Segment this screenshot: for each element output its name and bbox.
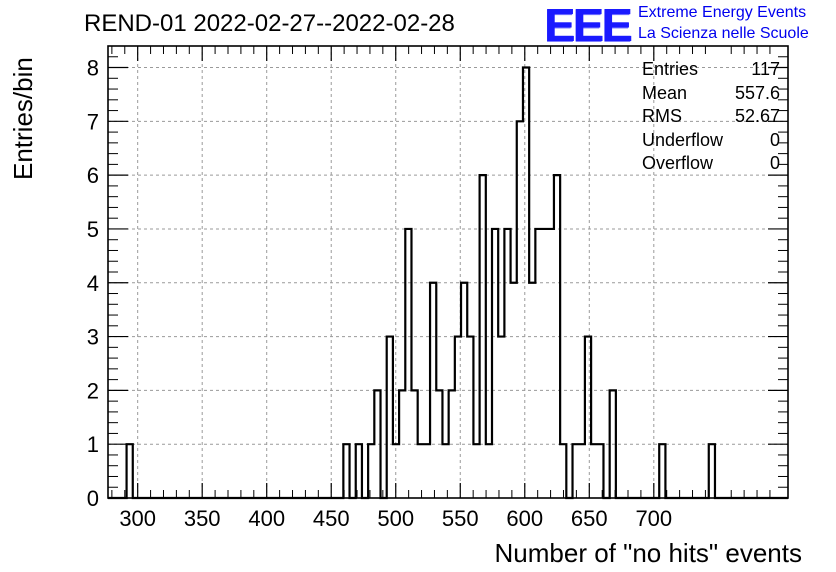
y-tick-label: 3 bbox=[87, 325, 99, 350]
x-tick-label: 450 bbox=[313, 506, 350, 531]
x-tick-label: 500 bbox=[377, 506, 414, 531]
stats-value: 0 bbox=[769, 153, 780, 173]
logo-line-1: Extreme Energy Events bbox=[638, 4, 807, 21]
x-tick-label: 550 bbox=[442, 506, 479, 531]
y-tick-label: 2 bbox=[87, 378, 99, 403]
stats-row-rms: RMS 52.67 bbox=[642, 105, 780, 129]
y-tick-label: 1 bbox=[87, 432, 99, 457]
y-tick-label: 4 bbox=[87, 271, 99, 296]
x-tick-label: 300 bbox=[119, 506, 156, 531]
eee-logo: EEE bbox=[544, 0, 632, 51]
y-axis-label: Entries/bin bbox=[8, 57, 38, 180]
stats-label: RMS bbox=[642, 106, 682, 126]
stats-value: 52.67 bbox=[734, 106, 780, 126]
x-tick-label: 700 bbox=[635, 506, 672, 531]
stats-label: Entries bbox=[642, 59, 699, 79]
stats-label: Overflow bbox=[642, 153, 714, 173]
plot-frame bbox=[107, 45, 789, 499]
y-tick-label: 6 bbox=[87, 163, 99, 188]
stats-box: Entries 117 Mean 557.6 RMS 52.67 Underfl… bbox=[642, 58, 780, 176]
x-tick-label: 600 bbox=[506, 506, 543, 531]
y-tick-label: 0 bbox=[87, 486, 99, 511]
stats-row-overflow: Overflow 0 bbox=[642, 152, 780, 176]
y-tick-label: 7 bbox=[87, 109, 99, 134]
y-axis-tick-labels: 0 1 2 3 4 5 6 7 8 bbox=[87, 56, 99, 511]
stats-row-underflow: Underflow 0 bbox=[642, 129, 780, 153]
stats-label: Underflow bbox=[642, 129, 724, 150]
x-axis-tick-labels: 300 350 400 450 500 550 600 650 700 bbox=[119, 506, 672, 531]
x-tick-label: 650 bbox=[571, 506, 608, 531]
y-axis-ticks bbox=[108, 56, 788, 499]
x-tick-label: 400 bbox=[248, 506, 285, 531]
x-axis-ticks bbox=[111, 46, 771, 498]
logo-line-2: La Scienza nelle Scuole bbox=[638, 25, 809, 42]
stats-row-entries: Entries 117 bbox=[642, 58, 780, 82]
x-tick-label: 350 bbox=[184, 506, 221, 531]
y-tick-label: 8 bbox=[87, 56, 99, 81]
stats-value: 117 bbox=[751, 59, 780, 79]
x-axis-label: Number of "no hits" events bbox=[494, 538, 803, 568]
stats-row-mean: Mean 557.6 bbox=[642, 82, 780, 106]
stats-label: Mean bbox=[642, 82, 688, 103]
chart-title: REND-01 2022-02-27--2022-02-28 bbox=[84, 10, 455, 37]
y-tick-label: 5 bbox=[87, 217, 99, 242]
grid-lines bbox=[108, 46, 788, 498]
stats-value: 0 bbox=[769, 129, 780, 150]
stats-value: 557.6 bbox=[734, 82, 780, 103]
